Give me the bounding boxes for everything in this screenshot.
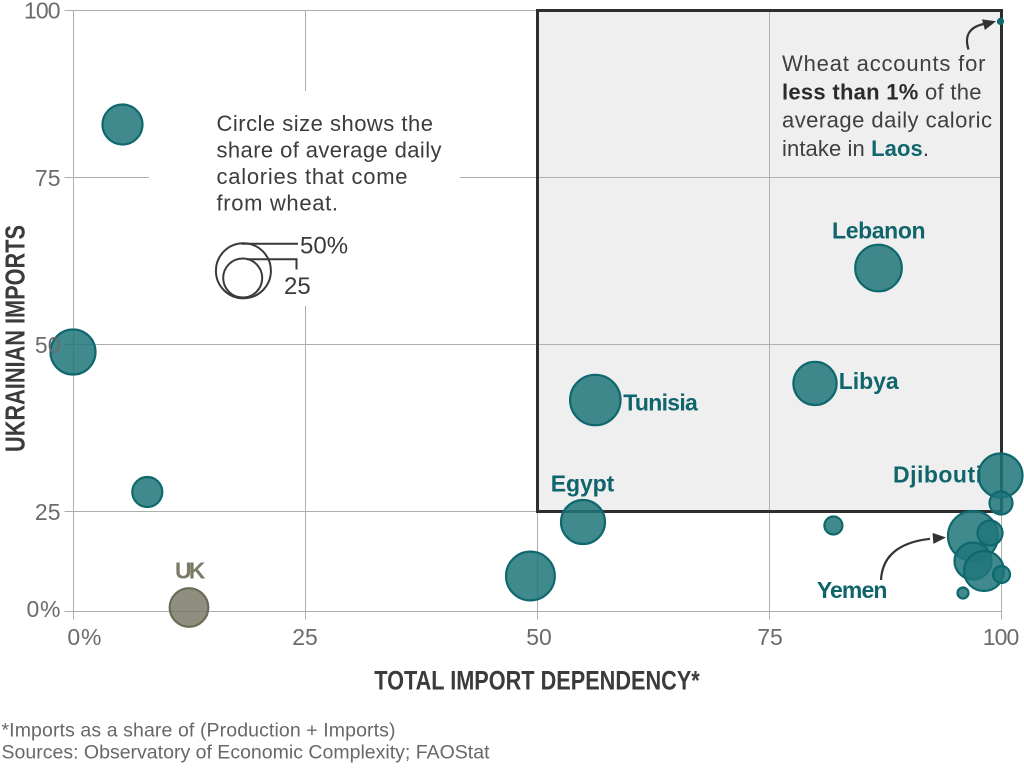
svg-text:100: 100 (983, 624, 1020, 650)
svg-text:share of average daily: share of average daily (217, 138, 442, 163)
svg-text:Wheat accounts for: Wheat accounts for (782, 51, 986, 76)
svg-text:Tunisia: Tunisia (623, 390, 698, 416)
svg-text:*Imports as a share of (Produc: *Imports as a share of (Production + Imp… (2, 720, 396, 742)
svg-text:less than 1% of the: less than 1% of the (782, 79, 982, 104)
svg-text:50: 50 (35, 332, 61, 358)
svg-text:UKRAINIAN IMPORTS: UKRAINIAN IMPORTS (0, 225, 31, 452)
svg-text:25: 25 (292, 624, 318, 650)
svg-text:25: 25 (35, 499, 61, 525)
svg-text:100: 100 (24, 0, 61, 24)
svg-text:25: 25 (284, 273, 311, 300)
svg-text:from wheat.: from wheat. (217, 191, 339, 216)
svg-text:Libya: Libya (839, 368, 899, 394)
svg-text:Djibouti: Djibouti (893, 461, 982, 487)
svg-text:Sources: Observatory of Econom: Sources: Observatory of Economic Complex… (2, 742, 491, 764)
svg-text:Egypt: Egypt (551, 470, 615, 496)
svg-text:50%: 50% (300, 233, 348, 260)
svg-text:Yemen: Yemen (817, 577, 888, 603)
svg-text:intake in Laos.: intake in Laos. (782, 136, 929, 161)
svg-text:75: 75 (35, 165, 61, 191)
svg-text:TOTAL IMPORT DEPENDENCY*: TOTAL IMPORT DEPENDENCY* (374, 666, 700, 696)
svg-text:Lebanon: Lebanon (832, 218, 926, 244)
svg-text:0%: 0% (67, 624, 101, 650)
svg-text:Circle size shows the: Circle size shows the (217, 111, 434, 136)
svg-text:calories that come: calories that come (217, 164, 408, 189)
svg-text:UK: UK (175, 558, 206, 584)
svg-text:75: 75 (757, 624, 783, 650)
svg-text:average daily caloric: average daily caloric (782, 108, 992, 133)
svg-text:0%: 0% (27, 596, 61, 622)
svg-text:50: 50 (526, 624, 552, 650)
